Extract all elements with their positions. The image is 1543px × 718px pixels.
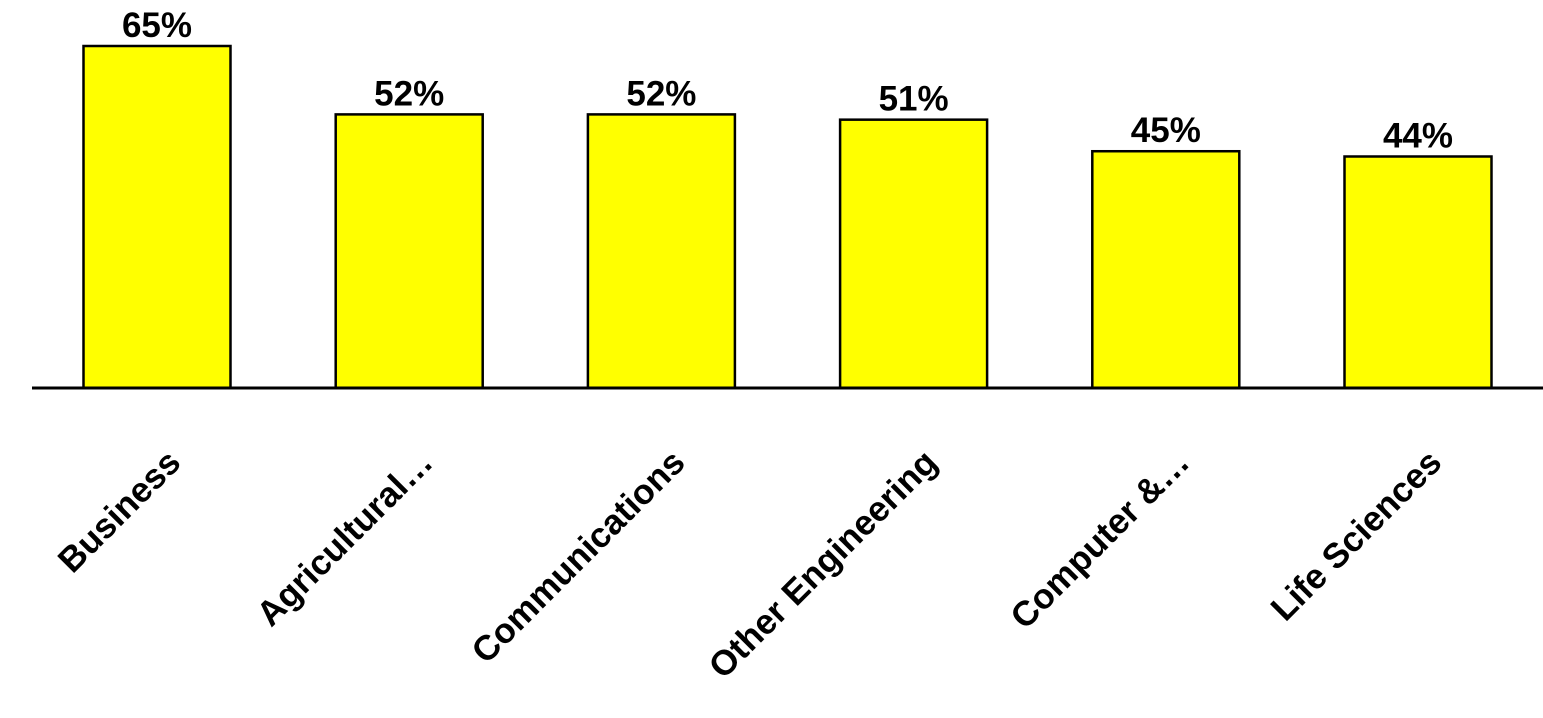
data-label-5: 44% [1383, 116, 1453, 155]
category-labels-group: Business Agricultural… Communications Other… [51, 443, 1450, 686]
data-label-2: 52% [626, 74, 696, 113]
data-label-4: 45% [1131, 111, 1201, 150]
bar-4 [1091, 149, 1241, 390]
bar-2 [586, 113, 737, 390]
data-label-0: 65% [122, 6, 192, 45]
category-label-3: Other Engineering [701, 443, 944, 686]
data-label-3: 51% [879, 80, 949, 119]
data-labels-group: 65% 52% 52% 51% 45% 44% [122, 6, 1453, 155]
data-label-1: 52% [374, 74, 444, 113]
category-label-1: Agricultural… [249, 443, 440, 634]
category-label-0: Business [51, 443, 189, 581]
bar-5 [1343, 155, 1493, 390]
category-label-2: Communications [464, 443, 692, 671]
bars-group [82, 44, 1493, 390]
bar-1 [334, 113, 484, 390]
bar-3 [838, 118, 989, 390]
category-label-5: Life Sciences [1263, 443, 1449, 629]
bar-0 [82, 44, 232, 390]
category-label-4: Computer &… [1003, 443, 1197, 637]
